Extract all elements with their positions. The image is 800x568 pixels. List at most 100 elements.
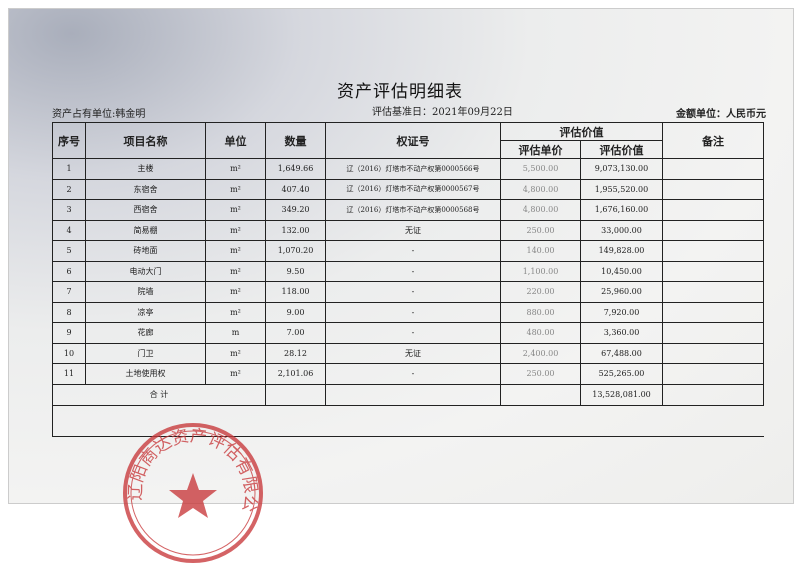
table-row: 1 主楼 m² 1,649.66 辽（2016）灯塔市不动产权第0000566号 5,50…: [52, 158, 764, 180]
asset-owner: 资产占有单位:韩金明: [52, 109, 146, 120]
cell-qty: 407.40: [265, 178, 326, 200]
cell-empty: [500, 383, 581, 406]
cell-qty: 349.20: [265, 199, 326, 221]
table-row: 2 东宿舍 m² 407.40 辽（2016）灯塔市不动产权第0000567号 4,800…: [52, 178, 764, 200]
asset-valuation-table: 序号 项目名称 单位 数量 权证号 评估价值 备注 评估单价 评估价值 1 主楼 m…: [52, 122, 764, 437]
cell-no: 3: [52, 199, 86, 221]
cell-price: 2,400.00: [500, 342, 581, 364]
table-row: 10 门卫 m² 28.12 无证 2,400.00 67,488.00: [52, 342, 764, 364]
cell-cert: -: [325, 322, 501, 344]
cell-cert: 辽（2016）灯塔市不动产权第0000566号: [325, 158, 501, 180]
company-seal: 辽阳商达资产评估有限公司: [118, 418, 263, 563]
cell-unit: m²: [205, 363, 266, 385]
cell-no: 7: [52, 281, 86, 303]
cell-value: 525,265.00: [580, 363, 663, 385]
table-row: 7 院墙 m² 118.00-220.00 25,960.00: [52, 281, 764, 303]
cell-price: 480.00: [500, 322, 581, 344]
cell-price: 1,100.00: [500, 260, 581, 282]
cell-note: [662, 342, 764, 364]
header-unit-price: 评估单价: [500, 140, 581, 159]
cell-note: [662, 240, 764, 262]
cell-price: 880.00: [500, 301, 581, 323]
total-label: 合 计: [52, 383, 266, 406]
cell-value: 1,955,520.00: [580, 178, 663, 200]
cell-no: 8: [52, 301, 86, 323]
cell-cert: 辽（2016）灯塔市不动产权第0000567号: [325, 178, 501, 200]
cell-qty: 28.12: [265, 342, 326, 364]
cell-no: 11: [52, 363, 86, 385]
cell-cert: -: [325, 240, 501, 262]
table-row: 8 凉亭 m² 9.00-880.00 7,920.00: [52, 301, 764, 323]
cell-no: 6: [52, 260, 86, 282]
cell-note: [662, 219, 764, 241]
table-row: 6 电动大门 m² 9.50-1,100.00 10,450.00: [52, 260, 764, 282]
cell-value: 9,073,130.00: [580, 158, 663, 180]
cell-qty: 1,070.20: [265, 240, 326, 262]
valuation-date: 评估基准日：2021年09月22日: [372, 107, 513, 118]
table-row: 11 土地使用权 m² 2,101.06-250.00 525,265.00: [52, 363, 764, 385]
cell-value: 3,360.00: [580, 322, 663, 344]
cell-unit: m²: [205, 342, 266, 364]
cell-name: 砖地面: [85, 240, 206, 262]
cell-no: 2: [52, 178, 86, 200]
blank-row: [52, 404, 764, 437]
cell-cert: 无证: [325, 219, 501, 241]
header-note: 备注: [662, 122, 764, 159]
cell-no: 4: [52, 219, 86, 241]
cell-qty: 132.00: [265, 219, 326, 241]
table-row: 5 砖地面 m² 1,070.20-140.00 149,828.00: [52, 240, 764, 262]
cell-name: 主楼: [85, 158, 206, 180]
cell-name: 西宿舍: [85, 199, 206, 221]
cell-price: 4,800.00: [500, 178, 581, 200]
cell-qty: 1,649.66: [265, 158, 326, 180]
star-icon: [169, 473, 217, 518]
cell-no: 10: [52, 342, 86, 364]
cell-empty: [325, 383, 501, 406]
cell-value: 10,450.00: [580, 260, 663, 282]
cell-unit: m²: [205, 260, 266, 282]
cell-cert: -: [325, 260, 501, 282]
cell-value: 25,960.00: [580, 281, 663, 303]
cell-empty: [265, 383, 326, 406]
cell-unit: m²: [205, 240, 266, 262]
table-row: 4 简易棚 m² 132.00 无证 250.00 33,000.00: [52, 219, 764, 241]
cell-note: [662, 158, 764, 180]
cell-value: 33,000.00: [580, 219, 663, 241]
cell-value: 67,488.00: [580, 342, 663, 364]
cell-note: [662, 322, 764, 344]
cell-unit: m²: [205, 158, 266, 180]
cell-name: 土地使用权: [85, 363, 206, 385]
cell-name: 门卫: [85, 342, 206, 364]
currency-unit: 金额单位：人民币元: [676, 109, 766, 120]
cell-unit: m²: [205, 178, 266, 200]
cell-name: 简易棚: [85, 219, 206, 241]
cell-note: [662, 281, 764, 303]
cell-cert: -: [325, 281, 501, 303]
cell-name: 东宿舍: [85, 178, 206, 200]
cell-cert: 辽（2016）灯塔市不动产权第0000568号: [325, 199, 501, 221]
header-name: 项目名称: [85, 122, 206, 159]
cell-cert: 无证: [325, 342, 501, 364]
table-row: 9 花廊 m 7.00-480.00 3,360.00: [52, 322, 764, 344]
cell-qty: 2,101.06: [265, 363, 326, 385]
cell-empty: [662, 383, 764, 406]
page-title: 资产评估明细表: [337, 82, 463, 102]
cell-unit: m: [205, 322, 266, 344]
cell-note: [662, 363, 764, 385]
cell-qty: 7.00: [265, 322, 326, 344]
cell-value: 7,920.00: [580, 301, 663, 323]
cell-no: 1: [52, 158, 86, 180]
cell-qty: 9.00: [265, 301, 326, 323]
cell-name: 院墙: [85, 281, 206, 303]
cell-price: 220.00: [500, 281, 581, 303]
header-qty: 数量: [265, 122, 326, 159]
header-no: 序号: [52, 122, 86, 159]
cell-name: 电动大门: [85, 260, 206, 282]
cell-value: 1,676,160.00: [580, 199, 663, 221]
cell-note: [662, 301, 764, 323]
cell-price: 250.00: [500, 363, 581, 385]
cell-unit: m²: [205, 199, 266, 221]
table-row: 3 西宿舍 m² 349.20 辽（2016）灯塔市不动产权第0000568号 4,800…: [52, 199, 764, 221]
cell-qty: 9.50: [265, 260, 326, 282]
cell-cert: -: [325, 301, 501, 323]
